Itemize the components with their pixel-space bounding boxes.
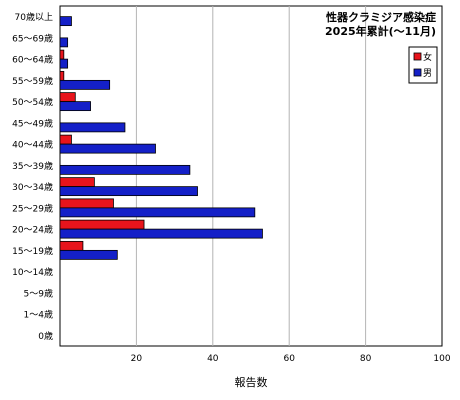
bar-female bbox=[59, 219, 145, 230]
bar-female bbox=[59, 177, 95, 188]
legend-label-female: 女 bbox=[423, 51, 432, 63]
bars bbox=[59, 16, 263, 260]
bar-male bbox=[59, 16, 72, 27]
x-tick-labels: 20 40 60 80 100 bbox=[131, 354, 451, 364]
x-tick-label: 20 bbox=[131, 354, 143, 364]
bar-female bbox=[59, 134, 72, 145]
bar-female bbox=[59, 240, 84, 251]
bar-male bbox=[59, 164, 191, 175]
bar-male bbox=[59, 143, 156, 154]
category-label: 35～39歳 bbox=[12, 160, 53, 172]
bar-male bbox=[59, 58, 69, 69]
category-label: 45～49歳 bbox=[12, 117, 53, 129]
category-label: 20～24歳 bbox=[12, 224, 53, 236]
category-label: 5～9歳 bbox=[24, 287, 53, 299]
bar-male bbox=[59, 249, 118, 260]
category-label: 50～54歳 bbox=[12, 96, 53, 108]
bar-female bbox=[59, 70, 65, 81]
legend-swatch-male bbox=[413, 68, 422, 77]
bar-male bbox=[59, 207, 256, 218]
bar-male bbox=[59, 186, 198, 197]
bar-male bbox=[59, 37, 69, 48]
legend-swatch-female bbox=[413, 52, 422, 61]
bar-female bbox=[59, 198, 114, 209]
bar-female bbox=[59, 49, 65, 60]
x-tick-label: 80 bbox=[360, 354, 372, 364]
x-axis-label: 報告数 bbox=[235, 376, 268, 389]
legend-label-male: 男 bbox=[423, 68, 432, 79]
category-labels: 70歳以上 65～69歳 60～64歳 55～59歳 50～54歳 45～49歳 40～44… bbox=[12, 11, 53, 342]
bar-male bbox=[59, 122, 126, 133]
category-label: 70歳以上 bbox=[15, 11, 53, 23]
x-tick-label: 100 bbox=[433, 354, 450, 364]
legend: 女 男 bbox=[408, 46, 438, 84]
chart-title: 性器クラミジア感染症 bbox=[326, 10, 436, 24]
bar-male bbox=[59, 79, 111, 90]
category-label: 10～14歳 bbox=[12, 266, 53, 278]
category-label: 15～19歳 bbox=[12, 245, 53, 257]
x-tick-label: 60 bbox=[283, 354, 295, 364]
category-label: 55～59歳 bbox=[12, 75, 53, 87]
plot-area bbox=[59, 5, 443, 347]
category-label: 30～34歳 bbox=[12, 181, 53, 193]
bar-female bbox=[59, 92, 76, 103]
chart-subtitle: 2025年累計(～11月) bbox=[325, 24, 436, 38]
category-label: 60～64歳 bbox=[12, 54, 53, 66]
grid-lines bbox=[135, 6, 367, 346]
category-label: 40～44歳 bbox=[12, 139, 53, 151]
bar-male bbox=[59, 101, 91, 112]
category-label: 25～29歳 bbox=[12, 202, 53, 214]
x-tick-label: 40 bbox=[207, 354, 219, 364]
category-label: 65～69歳 bbox=[12, 32, 53, 44]
category-label: 1～4歳 bbox=[24, 309, 53, 321]
category-label: 0歳 bbox=[38, 330, 53, 342]
bar-male bbox=[59, 228, 263, 239]
